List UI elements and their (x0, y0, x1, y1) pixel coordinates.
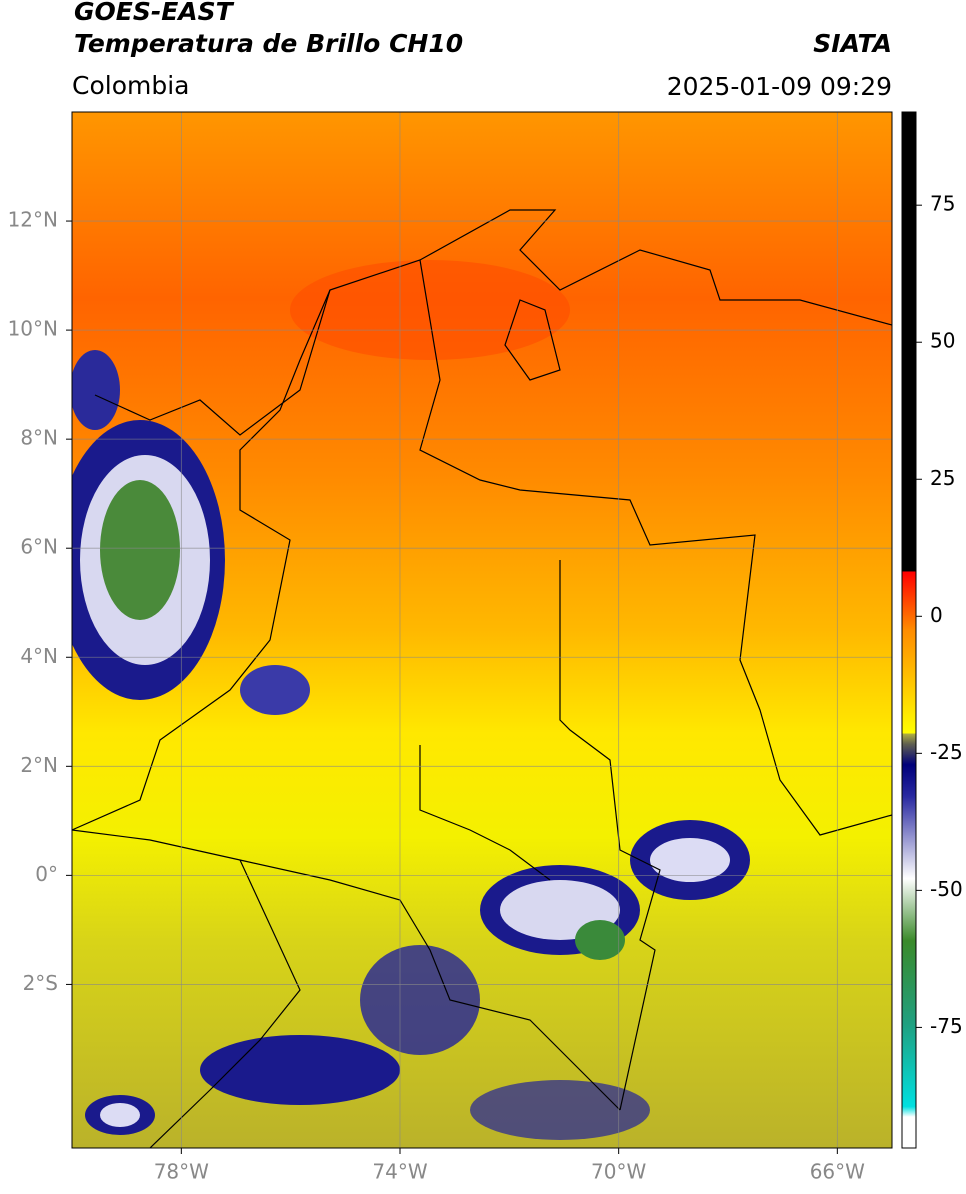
colorbar (901, 111, 917, 1149)
map-frame (71, 111, 893, 1149)
colorbar-tick-label: 75 (930, 192, 955, 216)
y-tick-label: 6°N (20, 535, 58, 559)
y-tick-label: 12°N (8, 208, 58, 232)
colorbar-tick-label: 0 (930, 603, 943, 627)
grid (72, 112, 892, 1148)
title: GOES-EAST (74, 0, 235, 26)
colorbar-tick-label: 50 (930, 329, 955, 353)
map (72, 112, 892, 1148)
cloud-west (72, 350, 310, 715)
subtitle: Temperatura de Brillo CH10 (74, 29, 463, 58)
y-tick-label: 2°N (20, 753, 58, 777)
datetime: 2025-01-09 09:29 (667, 72, 892, 101)
colorbar-tick-label: -25 (930, 740, 963, 764)
y-tick-label: 4°N (20, 644, 58, 668)
x-tick-label: 74°W (372, 1160, 427, 1184)
y-tick-label: 2°S (23, 971, 58, 995)
x-tick-label: 78°W (154, 1160, 209, 1184)
y-tick-label: 0° (35, 862, 58, 886)
borders (72, 209, 892, 1148)
y-tick-label: 10°N (8, 317, 58, 341)
colorbar-tick-label: 25 (930, 466, 955, 490)
warm-area (290, 260, 570, 360)
x-tick-label: 66°W (810, 1160, 865, 1184)
colorbar-tick-label: -50 (930, 877, 963, 901)
region: Colombia (72, 71, 189, 100)
x-tick-label: 70°W (591, 1160, 646, 1184)
cloud-south (85, 820, 750, 1140)
y-tick-label: 8°N (20, 426, 58, 450)
source: SIATA (813, 29, 892, 58)
colorbar-tick-label: -75 (930, 1014, 963, 1038)
